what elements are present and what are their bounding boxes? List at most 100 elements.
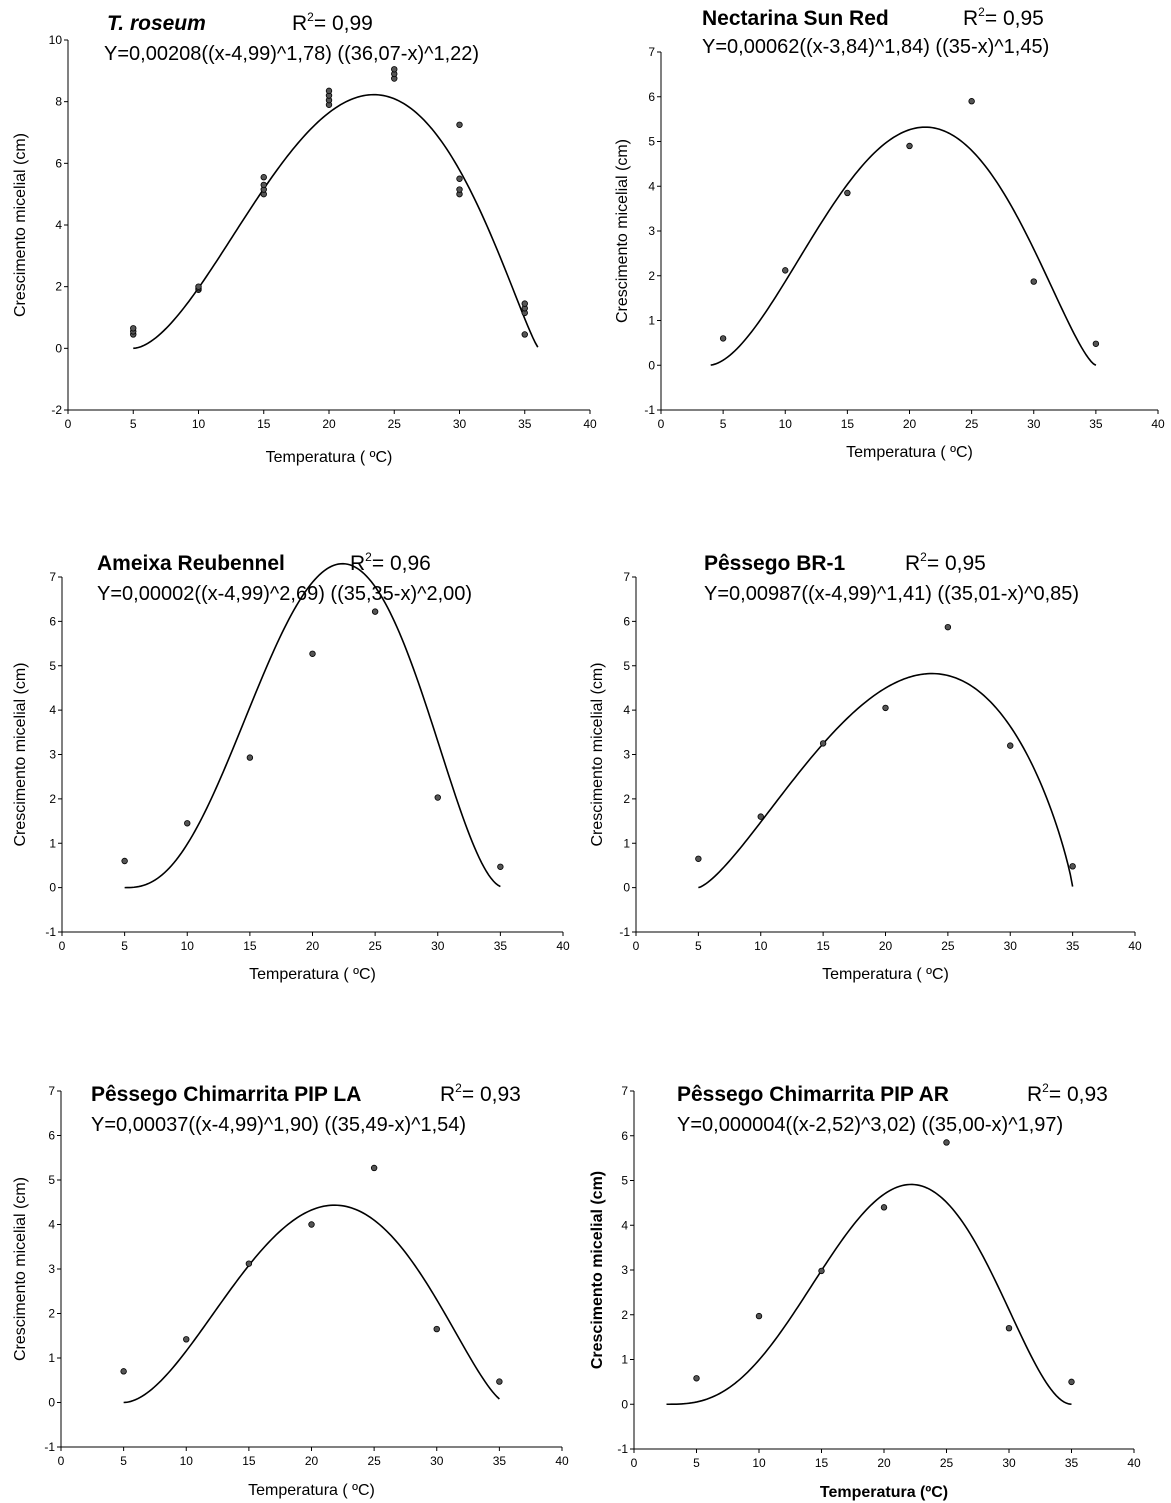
- x-tick-label: 35: [493, 1454, 507, 1468]
- y-tick-label: 6: [648, 90, 655, 104]
- data-point: [755, 1312, 763, 1320]
- y-axis-label: Crescimento micelial (cm): [589, 662, 606, 846]
- x-tick-label: 20: [305, 1454, 319, 1468]
- data-point: [818, 1267, 825, 1275]
- model-equation: Y=0,00208((x-4,99)^1,78) ((36,07-x)^1,22…: [104, 43, 479, 65]
- y-tick-label: 7: [49, 570, 56, 584]
- fitted-curve: [698, 672, 1074, 889]
- data-point: [695, 855, 702, 862]
- model-equation: Y=0,00002((x-4,99)^2,69) ((35,35-x)^2,00…: [97, 583, 472, 605]
- data-point: [1092, 340, 1100, 347]
- y-tick-label: 7: [623, 570, 630, 584]
- x-tick-label: 40: [556, 939, 570, 953]
- y-axis-label: Crescimento micelial (cm): [12, 662, 29, 846]
- x-tick-label: 10: [754, 939, 768, 953]
- y-tick-label: 2: [648, 269, 655, 283]
- x-axis-label: Temperatura ( ºC): [846, 444, 973, 461]
- r-squared-label: R2= 0,93: [1027, 1081, 1108, 1106]
- x-tick-label: 20: [879, 939, 893, 953]
- data-point: [782, 267, 789, 274]
- chart-title: Pêssego Chimarrita PIP LA: [91, 1083, 361, 1106]
- r-squared-symbol: R: [1027, 1083, 1042, 1106]
- y-tick-label: 4: [621, 1218, 628, 1232]
- chart-title: T. roseum: [107, 12, 206, 35]
- y-tick-label: 1: [623, 836, 630, 850]
- y-tick-label: -1: [617, 1442, 628, 1456]
- y-tick-label: 6: [55, 156, 62, 170]
- y-tick-label: 0: [621, 1397, 628, 1411]
- data-point: [260, 174, 267, 181]
- x-tick-label: 15: [242, 1454, 256, 1468]
- x-tick-label: 25: [367, 1454, 381, 1468]
- r-squared-symbol: R: [963, 7, 978, 30]
- x-tick-label: 40: [1127, 1456, 1141, 1470]
- r-squared-superscript: 2: [365, 550, 372, 564]
- r-squared-superscript: 2: [307, 10, 314, 24]
- y-tick-label: 0: [623, 881, 630, 895]
- r-squared-symbol: R: [440, 1083, 455, 1106]
- x-axis-label: Temperatura (ºC): [820, 1484, 948, 1501]
- x-tick-label: 15: [257, 417, 271, 431]
- data-point: [943, 1139, 950, 1146]
- x-axis-label: Temperatura ( ºC): [248, 1482, 375, 1499]
- x-axis-label: Temperatura ( ºC): [249, 966, 376, 983]
- y-axis-label: Crescimento micelial (cm): [589, 1171, 606, 1369]
- y-tick-label: 0: [49, 881, 56, 895]
- x-tick-label: 40: [1151, 417, 1165, 431]
- x-tick-label: 25: [388, 417, 402, 431]
- x-tick-label: 0: [633, 939, 640, 953]
- y-tick-label: 5: [48, 1173, 55, 1187]
- y-tick-label: -2: [51, 403, 62, 417]
- data-point: [120, 1368, 127, 1375]
- fitted-curve: [124, 562, 501, 889]
- y-tick-label: 1: [49, 836, 56, 850]
- y-axis-label: Crescimento micelial (cm): [12, 133, 29, 317]
- y-tick-label: 4: [49, 703, 56, 717]
- y-tick-label: 0: [55, 341, 62, 355]
- model-equation: Y=0,00987((x-4,99)^1,41) ((35,01-x)^0,85…: [704, 583, 1079, 605]
- data-point: [968, 98, 975, 105]
- y-tick-label: 5: [621, 1174, 628, 1188]
- fitted-curve: [123, 1204, 500, 1404]
- data-point: [246, 754, 254, 761]
- x-tick-label: 0: [658, 417, 665, 431]
- x-tick-label: 20: [306, 939, 320, 953]
- x-tick-label: 15: [243, 939, 257, 953]
- x-tick-label: 40: [555, 1454, 569, 1468]
- y-tick-label: 8: [55, 95, 62, 109]
- r-squared-label: R2= 0,96: [350, 550, 431, 575]
- x-tick-label: 30: [1002, 1456, 1016, 1470]
- r-squared-label: R2= 0,95: [963, 5, 1044, 30]
- data-point: [719, 335, 727, 342]
- data-point: [308, 1221, 315, 1228]
- r-squared-symbol: R: [350, 552, 365, 575]
- y-tick-label: 4: [48, 1218, 55, 1232]
- r-squared-value: = 0,99: [314, 12, 373, 35]
- y-tick-label: 2: [621, 1308, 628, 1322]
- data-point: [1069, 863, 1076, 870]
- chart-title: Pêssego BR-1: [704, 552, 846, 575]
- y-tick-label: 2: [49, 792, 56, 806]
- x-tick-label: 15: [815, 1456, 829, 1470]
- model-equation: Y=0,000004((x-2,52)^3,02) ((35,00-x)^1,9…: [677, 1114, 1063, 1136]
- x-tick-label: 35: [518, 417, 532, 431]
- fitted-curve: [666, 1183, 1072, 1406]
- data-point: [496, 1378, 503, 1385]
- chart-title: Pêssego Chimarrita PIP AR: [677, 1083, 949, 1106]
- x-tick-label: 15: [816, 939, 830, 953]
- r-squared-superscript: 2: [978, 5, 985, 19]
- y-axis-label: Crescimento micelial (cm): [614, 139, 631, 323]
- data-point: [195, 283, 202, 290]
- data-point: [130, 325, 137, 332]
- y-tick-label: 3: [648, 224, 655, 238]
- x-tick-label: 30: [453, 417, 467, 431]
- r-squared-superscript: 2: [455, 1081, 462, 1095]
- x-tick-label: 20: [903, 417, 917, 431]
- x-tick-label: 25: [965, 417, 979, 431]
- y-tick-label: 7: [48, 1084, 55, 1098]
